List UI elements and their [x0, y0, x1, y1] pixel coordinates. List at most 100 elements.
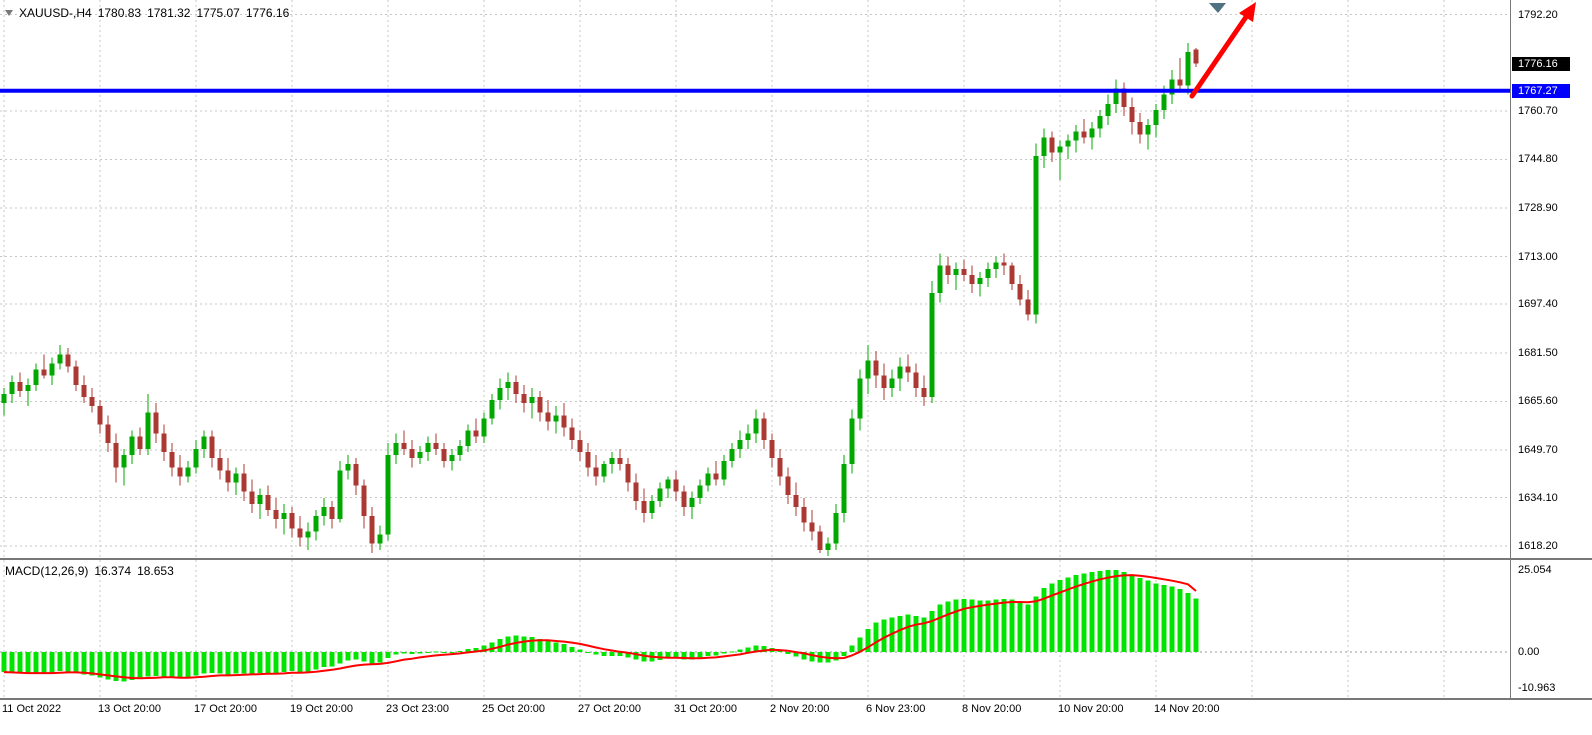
macd-histogram-bar: [33, 652, 39, 674]
candle-body: [1017, 284, 1023, 300]
candle-body: [1089, 128, 1095, 138]
candle-body: [841, 464, 847, 514]
candle-body: [737, 439, 743, 449]
price-axis[interactable]: 1776.16 1767.27 1792.20 1760.70 1744.80 172…: [1511, 0, 1592, 735]
candle-body: [217, 458, 223, 471]
macd-axis-label: 0.00: [1518, 646, 1540, 659]
macd-histogram-bar: [1113, 570, 1119, 653]
macd-signal-value: 18.653: [137, 564, 174, 578]
macd-histogram-bar: [201, 652, 207, 674]
macd-histogram-bar: [233, 652, 239, 674]
candle-body: [41, 369, 47, 376]
macd-histogram-bar: [569, 646, 575, 653]
price-axis-label: 1634.10: [1518, 491, 1558, 504]
candle-body: [321, 506, 327, 517]
candle-body: [385, 455, 391, 535]
candle-body: [313, 516, 319, 532]
candle-body: [993, 262, 999, 269]
macd-histogram-bar: [489, 642, 495, 653]
current-price-badge: 1776.16: [1512, 56, 1570, 71]
candle-body: [913, 372, 919, 388]
macd-histogram-bar: [1137, 578, 1143, 653]
time-axis-label: 23 Oct 23:00: [386, 703, 449, 715]
macd-histogram-bar: [1153, 583, 1159, 653]
macd-histogram-bar: [1089, 572, 1095, 653]
price-axis-label: 1665.60: [1518, 395, 1558, 408]
macd-histogram-bar: [1145, 580, 1151, 653]
price-axis-label: 1681.50: [1518, 346, 1558, 359]
macd-histogram-bar: [193, 652, 199, 676]
macd-histogram-bar: [1177, 589, 1183, 653]
candle-body: [193, 448, 199, 468]
macd-histogram-bar: [553, 642, 559, 653]
candle-body: [169, 452, 175, 468]
candle-body: [449, 455, 455, 462]
macd-gridlines: [3, 560, 1445, 698]
macd-histogram-bar: [177, 652, 183, 679]
macd-histogram-bar: [73, 652, 79, 674]
candle-body: [609, 458, 615, 465]
macd-histogram-bar: [1081, 573, 1087, 653]
macd-histogram-bar: [481, 645, 487, 653]
trend-arrow-head[interactable]: [1239, 2, 1256, 22]
macd-histogram-bar: [57, 652, 63, 672]
macd-histogram-bar: [1001, 599, 1007, 653]
trend-arrow[interactable]: [1189, 2, 1256, 99]
candle-body: [529, 397, 535, 404]
macd-histogram-bar: [265, 652, 271, 673]
trend-arrow-line[interactable]: [1189, 14, 1249, 99]
macd-histogram-bar: [169, 652, 175, 678]
macd-histogram-bar: [1161, 585, 1167, 653]
macd-histogram-bar: [1129, 574, 1135, 653]
macd-histogram-bar: [17, 652, 23, 674]
candle-body: [281, 513, 287, 520]
macd-histogram-bar: [689, 652, 695, 660]
price-axis-label: 1649.70: [1518, 443, 1558, 456]
macd-histogram-bar: [721, 652, 727, 654]
macd-histogram-bar: [217, 652, 223, 674]
macd-histogram-bar: [49, 652, 55, 673]
macd-histogram-bar: [945, 601, 951, 653]
macd-histogram-bar: [657, 652, 663, 660]
ohlc-high: 1781.32: [147, 6, 191, 20]
macd-histogram-bar: [1185, 593, 1191, 653]
candle-body: [225, 470, 231, 483]
macd-histogram-bar: [113, 652, 119, 681]
macd-histogram-bar: [857, 637, 863, 653]
candle-body: [473, 430, 479, 437]
macd-histogram-bar: [1, 652, 7, 672]
price-axis-label: 1760.70: [1518, 104, 1558, 117]
candle-body: [17, 381, 23, 391]
macd-histogram-bar: [921, 617, 927, 653]
candle-body: [745, 433, 751, 440]
candle-body: [561, 415, 567, 428]
marker-triangle-icon[interactable]: [1209, 3, 1226, 13]
symbol-dropdown-icon[interactable]: [5, 10, 13, 16]
candle-body: [657, 488, 663, 501]
candle-body: [289, 513, 295, 529]
time-axis[interactable]: 11 Oct 2022 13 Oct 20:00 17 Oct 20:00 19 Oc…: [0, 703, 1510, 733]
candle-body: [489, 400, 495, 419]
macd-histogram-bar: [953, 599, 959, 653]
pane-separator-bottom[interactable]: [0, 698, 1592, 700]
candle-body: [329, 506, 335, 520]
candle-body: [953, 268, 959, 275]
price-axis-label: 1713.00: [1518, 250, 1558, 263]
macd-histogram-bar: [777, 650, 783, 653]
candle-body: [1145, 125, 1151, 135]
macd-signal-line: [3, 574, 1197, 680]
candle-body: [481, 418, 487, 437]
macd-histogram: [1, 569, 1199, 682]
candle-body: [425, 442, 431, 453]
candlestick-chart[interactable]: [0, 0, 1510, 558]
macd-indicator-pane[interactable]: [0, 560, 1510, 698]
candle-body: [185, 467, 191, 477]
pane-separator[interactable]: [0, 558, 1592, 560]
candle-body: [513, 381, 519, 394]
candle-body: [585, 452, 591, 468]
macd-histogram-bar: [353, 652, 359, 660]
macd-histogram-bar: [41, 652, 47, 674]
candle-body: [961, 268, 967, 275]
candle-body: [1049, 137, 1055, 153]
candle-body: [465, 430, 471, 446]
